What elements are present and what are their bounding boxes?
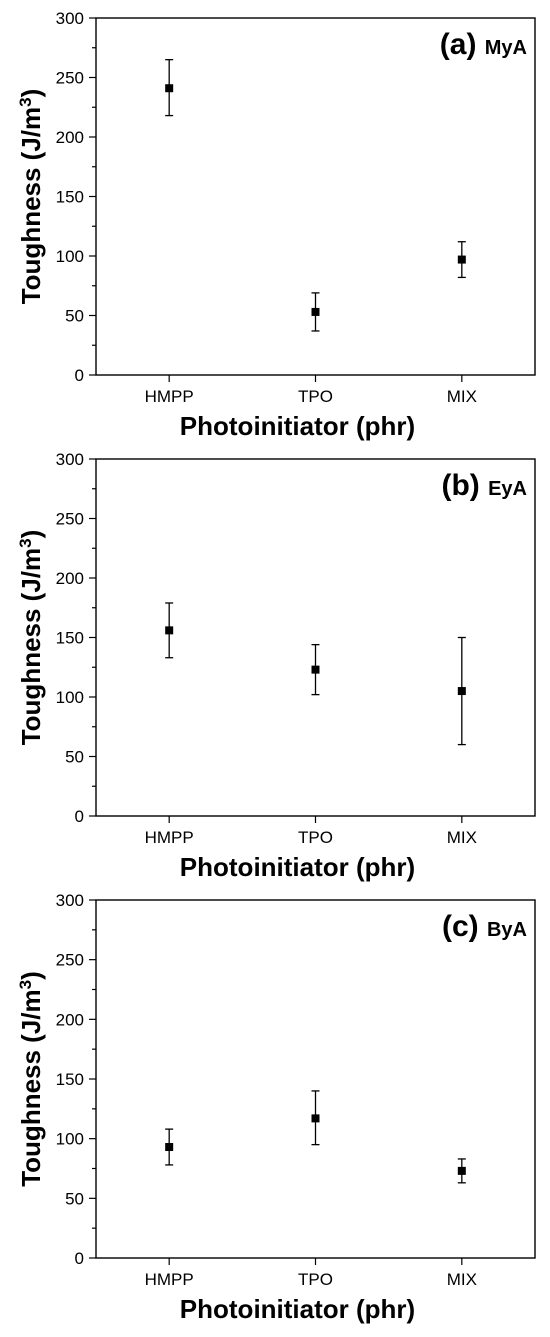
y-tick-label: 100 bbox=[56, 247, 84, 266]
plot-frame bbox=[95, 458, 536, 817]
chart-panel-3: 0 50 100 150 200 250 300 HMPP TPO MIX Photoinitiat… bbox=[16, 891, 536, 1324]
x-tick-label: MIX bbox=[447, 387, 477, 406]
plot-frame bbox=[95, 899, 536, 1259]
panel-label: (a) MyA bbox=[440, 28, 527, 61]
data-point bbox=[165, 626, 174, 635]
y-tick-label: 0 bbox=[75, 366, 84, 385]
y-tick-label: 0 bbox=[75, 807, 84, 826]
x-tick-label: MIX bbox=[447, 828, 477, 847]
y-tick-label: 0 bbox=[75, 1249, 84, 1268]
data-point bbox=[311, 307, 320, 316]
x-axis-title: Photoinitiator (phr) bbox=[180, 1294, 415, 1324]
y-tick-label: 100 bbox=[56, 688, 84, 707]
x-tick-label: TPO bbox=[298, 387, 333, 406]
panel-label: (b) EyA bbox=[441, 469, 527, 502]
y-axis-title: Toughness (J/m3) bbox=[16, 89, 46, 305]
data-point bbox=[457, 255, 466, 264]
data-point bbox=[165, 1143, 174, 1152]
x-tick-label: HMPP bbox=[145, 828, 194, 847]
y-tick-label: 300 bbox=[56, 891, 84, 910]
y-tick-label: 250 bbox=[56, 69, 84, 88]
y-tick-label: 100 bbox=[56, 1130, 84, 1149]
data-point bbox=[311, 1114, 320, 1123]
data-point bbox=[165, 84, 174, 93]
y-tick-label: 150 bbox=[56, 188, 84, 207]
y-tick-label: 250 bbox=[56, 510, 84, 529]
data-point bbox=[457, 1166, 466, 1175]
x-tick-label: TPO bbox=[298, 828, 333, 847]
y-tick-label: 50 bbox=[65, 1189, 84, 1208]
y-tick-label: 50 bbox=[65, 748, 84, 767]
chart-panel-1: 0 50 100 150 200 250 300 HMPP TPO MIX Photoinitiat… bbox=[16, 9, 536, 441]
x-tick-label: HMPP bbox=[145, 387, 194, 406]
y-tick-label: 300 bbox=[56, 450, 84, 469]
x-tick-label: MIX bbox=[447, 1270, 477, 1289]
y-tick-label: 50 bbox=[65, 307, 84, 326]
y-tick-label: 200 bbox=[56, 128, 84, 147]
chart-panel-2: 0 50 100 150 200 250 300 HMPP TPO MIX Photoinitiat… bbox=[16, 450, 536, 882]
y-tick-label: 150 bbox=[56, 629, 84, 648]
y-tick-label: 200 bbox=[56, 1010, 84, 1029]
y-tick-label: 150 bbox=[56, 1070, 84, 1089]
x-tick-label: HMPP bbox=[145, 1270, 194, 1289]
data-point bbox=[457, 687, 466, 696]
y-tick-label: 250 bbox=[56, 951, 84, 970]
x-axis-title: Photoinitiator (phr) bbox=[180, 852, 415, 882]
panel-label: (c) ByA bbox=[442, 910, 527, 943]
data-point bbox=[311, 665, 320, 674]
x-axis-title: Photoinitiator (phr) bbox=[180, 411, 415, 441]
x-tick-label: TPO bbox=[298, 1270, 333, 1289]
y-axis-title: Toughness (J/m3) bbox=[16, 530, 46, 746]
y-tick-label: 300 bbox=[56, 9, 84, 28]
y-tick-label: 200 bbox=[56, 569, 84, 588]
y-axis-title: Toughness (J/m3) bbox=[16, 971, 46, 1187]
